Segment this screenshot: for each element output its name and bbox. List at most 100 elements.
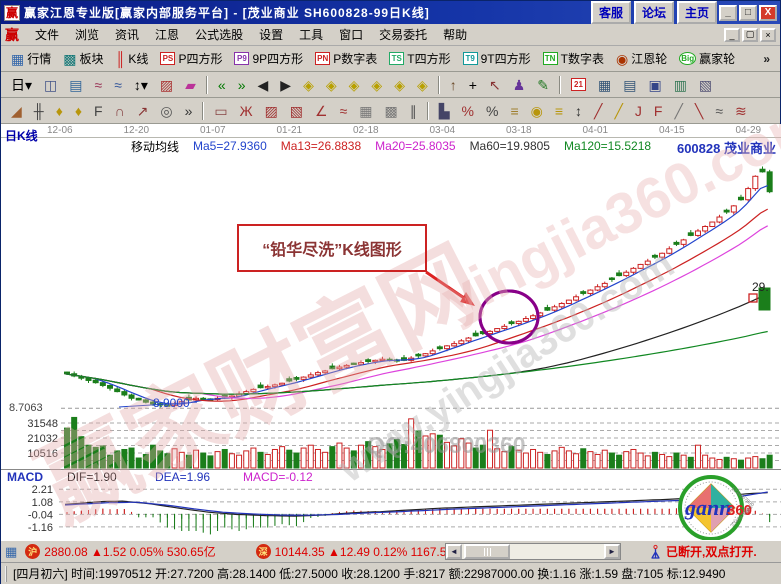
child-restore-button[interactable]: ▢ [742,27,758,42]
menu-item-1[interactable]: 文件 [35,28,60,42]
scale-tool[interactable]: ▙ [433,100,456,122]
grid-box-tool-2[interactable]: ▩ [379,100,404,122]
fibonacci-tool[interactable]: F [88,100,109,122]
menu-item-4[interactable]: 江恩 [155,28,180,42]
volume-chart[interactable]: 31548 21032 10516 [1,414,781,470]
hand-tool-button[interactable]: ↑ [444,74,463,96]
candle-style-dropdown[interactable]: ↕▾ [128,74,154,96]
t-square-button[interactable]: TS T四方形 [383,48,456,70]
t9-square-button[interactable]: T9 9T四方形 [457,48,537,70]
chart-area[interactable]: 日K线 12-06 12-20 01-07 01-21 02-18 03-04 03-18 0… [1,124,781,540]
restore-rights-button[interactable]: ▨ [154,74,179,96]
chips-button[interactable]: ♟ [507,74,532,96]
prev-bar-button[interactable]: ◀ [252,74,275,96]
fan-lines-tool[interactable]: Ж [234,100,259,122]
child-minimize-button[interactable]: _ [724,27,740,42]
price-range-tool[interactable]: ↕ [569,100,588,122]
period-day-dropdown[interactable]: 日▾ [5,74,38,96]
diamond-expand-button[interactable]: ◈ [343,74,366,96]
minimize-button[interactable]: _ [719,4,737,21]
f-line-tool[interactable]: F [648,100,669,122]
p-square-button[interactable]: PS P四方形 [154,48,228,70]
first-page-button[interactable]: « [212,74,232,96]
p-table-button[interactable]: PN P数字表 [309,48,383,70]
gann-wheel-button[interactable]: ◉ 江恩轮 [610,48,673,70]
menu-item-9[interactable]: 交易委托 [379,28,428,42]
customer-service-button[interactable]: 客服 [590,1,631,24]
zigzag-tool[interactable]: ≈ [334,100,354,122]
gann-gold-tool-2[interactable]: ♦ [69,100,88,122]
p9-square-button[interactable]: P9 9P四方形 [228,48,309,70]
paint-button[interactable]: ✎ [531,74,555,96]
calculator-button[interactable]: ▦ [592,74,617,96]
parallel-lines-tool[interactable]: ∥ [404,100,423,122]
angle-arrow-tool[interactable]: ↗ [131,100,155,122]
sector-button[interactable]: ▩ 板块 [57,48,109,70]
diamond-right-button[interactable]: ◈ [320,74,343,96]
kline-button[interactable]: ║ K线 [110,48,155,70]
arc-tool[interactable]: ∩ [109,100,131,122]
notes-button[interactable]: ▤ [617,74,642,96]
winner-wheel-button[interactable]: Big 赢家轮 [673,48,741,70]
percent-red-tool[interactable]: % [456,100,480,122]
scroll-right-button[interactable]: ► [604,544,620,559]
trend-angle-tool[interactable]: ∠ [309,100,334,122]
draw-overflow-chevron[interactable]: » [179,100,199,122]
connection-status[interactable]: 已断开,双点打开. [649,543,757,560]
j-line-tool[interactable]: J [629,100,648,122]
toolbar-overflow-chevron[interactable]: » [763,51,770,66]
horizontal-scrollbar[interactable]: ◄ ► [445,543,621,560]
scrollbar-thumb[interactable] [464,544,510,559]
window-view-button[interactable]: ◫ [38,74,63,96]
diamond-down-button[interactable]: ◈ [411,74,434,96]
calendar-button[interactable]: 21 [565,74,592,96]
save-button[interactable]: ▣ [642,74,667,96]
menu-item-7[interactable]: 工具 [299,28,324,42]
circle-tool[interactable]: ◎ [154,100,178,122]
homepage-button[interactable]: 主页 [676,1,717,24]
channel-red-tool[interactable]: ╱ [588,100,608,122]
child-close-button[interactable]: × [760,27,776,42]
crosshair-button[interactable]: + [463,74,483,96]
transfer-button[interactable]: ▧ [693,74,718,96]
wave-tool[interactable]: ≈ [709,100,729,122]
flag-button[interactable]: ▰ [179,74,202,96]
quote-button[interactable]: ▦ 行情 [5,48,57,70]
menu-item-8[interactable]: 窗口 [339,28,364,42]
minute9-chart-button[interactable]: ≈ [108,74,128,96]
gold-circle-tool[interactable]: ◉ [525,100,549,122]
compass-tool[interactable]: ◢ [5,100,28,122]
diamond-up-button[interactable]: ◈ [388,74,411,96]
scrollbar-track[interactable] [462,544,604,559]
diamond-shrink-button[interactable]: ◈ [365,74,388,96]
menu-item-3[interactable]: 资讯 [115,28,140,42]
gold-levels-tool[interactable]: ≡ [549,100,569,122]
gann-gold-tool-1[interactable]: ♦ [50,100,69,122]
forum-button[interactable]: 论坛 [633,1,674,24]
menu-item-2[interactable]: 浏览 [75,28,100,42]
shaded-box-tool-1[interactable]: ▨ [259,100,284,122]
channel-gold-tool[interactable]: ╱ [608,100,628,122]
next-bar-button[interactable]: ▶ [274,74,297,96]
levels-tool[interactable]: ≡ [504,100,524,122]
percent-black-tool[interactable]: % [480,100,504,122]
resistance-tool[interactable]: ╲ [689,100,709,122]
grid-box-tool-1[interactable]: ▦ [353,100,378,122]
export-button[interactable]: ▥ [668,74,693,96]
shaded-box-tool-2[interactable]: ▧ [284,100,309,122]
close-button[interactable]: X [759,4,777,21]
band-tool[interactable]: ≋ [729,100,753,122]
menu-item-10[interactable]: 帮助 [443,28,468,42]
pointer-button[interactable]: ↖ [483,74,507,96]
box-tool[interactable]: ▭ [208,100,233,122]
t-table-button[interactable]: TN T数字表 [537,48,610,70]
maximize-button[interactable]: □ [739,4,757,21]
diamond-left-button[interactable]: ◈ [297,74,320,96]
info-view-button[interactable]: ▤ [63,74,88,96]
quote-grid-icon[interactable]: ▦ [5,543,18,559]
price-chart[interactable] [1,154,781,414]
menu-item-6[interactable]: 设置 [259,28,284,42]
grid-hash-tool[interactable]: ╫ [28,100,50,122]
menu-item-5[interactable]: 公式选股 [195,28,244,42]
scroll-left-button[interactable]: ◄ [446,544,462,559]
